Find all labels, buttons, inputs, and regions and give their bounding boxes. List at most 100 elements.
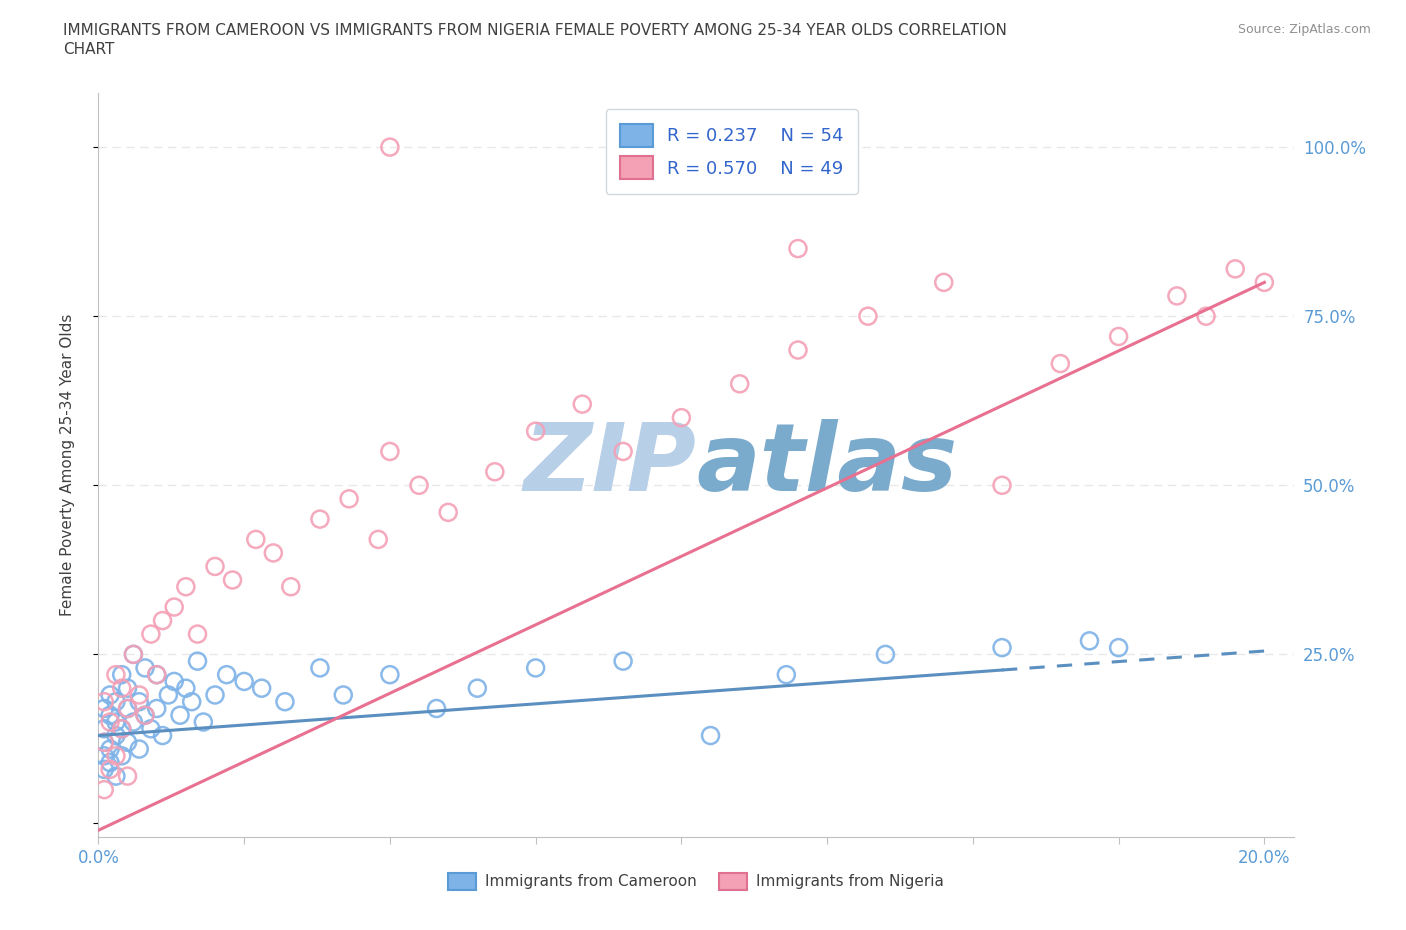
- Point: [425, 701, 447, 716]
- Point: [163, 600, 186, 615]
- Point: [117, 701, 139, 716]
- Point: [152, 613, 174, 628]
- Point: [787, 342, 810, 357]
- Point: [134, 708, 156, 723]
- Point: [117, 681, 139, 696]
- Point: [128, 741, 150, 756]
- Point: [104, 749, 127, 764]
- Point: [128, 695, 150, 710]
- Point: [163, 674, 186, 689]
- Point: [245, 532, 267, 547]
- Point: [856, 309, 879, 324]
- Point: [145, 667, 167, 682]
- Point: [180, 695, 202, 710]
- Point: [204, 559, 226, 574]
- Point: [1253, 275, 1275, 290]
- Point: [139, 722, 162, 737]
- Text: Source: ZipAtlas.com: Source: ZipAtlas.com: [1237, 23, 1371, 36]
- Point: [1108, 640, 1130, 655]
- Point: [233, 674, 256, 689]
- Point: [104, 769, 127, 784]
- Point: [174, 681, 197, 696]
- Point: [93, 782, 115, 797]
- Text: IMMIGRANTS FROM CAMEROON VS IMMIGRANTS FROM NIGERIA FEMALE POVERTY AMONG 25-34 Y: IMMIGRANTS FROM CAMEROON VS IMMIGRANTS F…: [63, 23, 1007, 38]
- Point: [484, 464, 506, 479]
- Point: [250, 681, 273, 696]
- Point: [117, 701, 139, 716]
- Point: [991, 640, 1014, 655]
- Point: [1195, 309, 1218, 324]
- Point: [671, 410, 693, 425]
- Point: [775, 667, 797, 682]
- Point: [93, 735, 115, 750]
- Point: [104, 667, 127, 682]
- Point: [98, 714, 121, 729]
- Text: ZIP: ZIP: [523, 419, 696, 511]
- Point: [728, 377, 751, 392]
- Point: [152, 728, 174, 743]
- Point: [437, 505, 460, 520]
- Point: [1225, 261, 1247, 276]
- Y-axis label: Female Poverty Among 25-34 Year Olds: Female Poverty Among 25-34 Year Olds: [60, 313, 75, 617]
- Text: atlas: atlas: [696, 419, 957, 511]
- Point: [699, 728, 721, 743]
- Point: [98, 708, 121, 723]
- Point: [104, 728, 127, 743]
- Point: [111, 749, 134, 764]
- Point: [157, 687, 180, 702]
- Point: [215, 667, 238, 682]
- Point: [122, 647, 145, 662]
- Point: [467, 681, 489, 696]
- Point: [1049, 356, 1071, 371]
- Point: [98, 741, 121, 756]
- Point: [98, 762, 121, 777]
- Point: [122, 647, 145, 662]
- Point: [991, 478, 1014, 493]
- Point: [524, 660, 547, 675]
- Point: [378, 140, 401, 154]
- Point: [93, 749, 115, 764]
- Point: [98, 687, 121, 702]
- Point: [193, 714, 215, 729]
- Point: [145, 667, 167, 682]
- Point: [93, 735, 115, 750]
- Point: [186, 627, 208, 642]
- Point: [262, 546, 284, 561]
- Point: [122, 714, 145, 729]
- Point: [104, 695, 127, 710]
- Point: [280, 579, 302, 594]
- Point: [204, 687, 226, 702]
- Point: [128, 687, 150, 702]
- Point: [1166, 288, 1188, 303]
- Point: [169, 708, 191, 723]
- Point: [1108, 329, 1130, 344]
- Point: [93, 701, 115, 716]
- Point: [571, 397, 593, 412]
- Point: [117, 735, 139, 750]
- Point: [612, 654, 634, 669]
- Point: [221, 573, 243, 588]
- Point: [787, 241, 810, 256]
- Point: [332, 687, 354, 702]
- Text: CHART: CHART: [63, 42, 115, 57]
- Point: [378, 667, 401, 682]
- Point: [93, 695, 115, 710]
- Point: [612, 444, 634, 458]
- Point: [111, 722, 134, 737]
- Point: [174, 579, 197, 594]
- Point: [134, 660, 156, 675]
- Point: [309, 660, 332, 675]
- Legend: Immigrants from Cameroon, Immigrants from Nigeria: Immigrants from Cameroon, Immigrants fro…: [441, 867, 950, 897]
- Point: [274, 695, 297, 710]
- Point: [367, 532, 389, 547]
- Point: [93, 722, 115, 737]
- Point: [111, 722, 134, 737]
- Point: [111, 681, 134, 696]
- Point: [145, 701, 167, 716]
- Point: [1078, 633, 1101, 648]
- Point: [408, 478, 430, 493]
- Point: [309, 512, 332, 526]
- Point: [117, 769, 139, 784]
- Point: [875, 647, 897, 662]
- Point: [98, 755, 121, 770]
